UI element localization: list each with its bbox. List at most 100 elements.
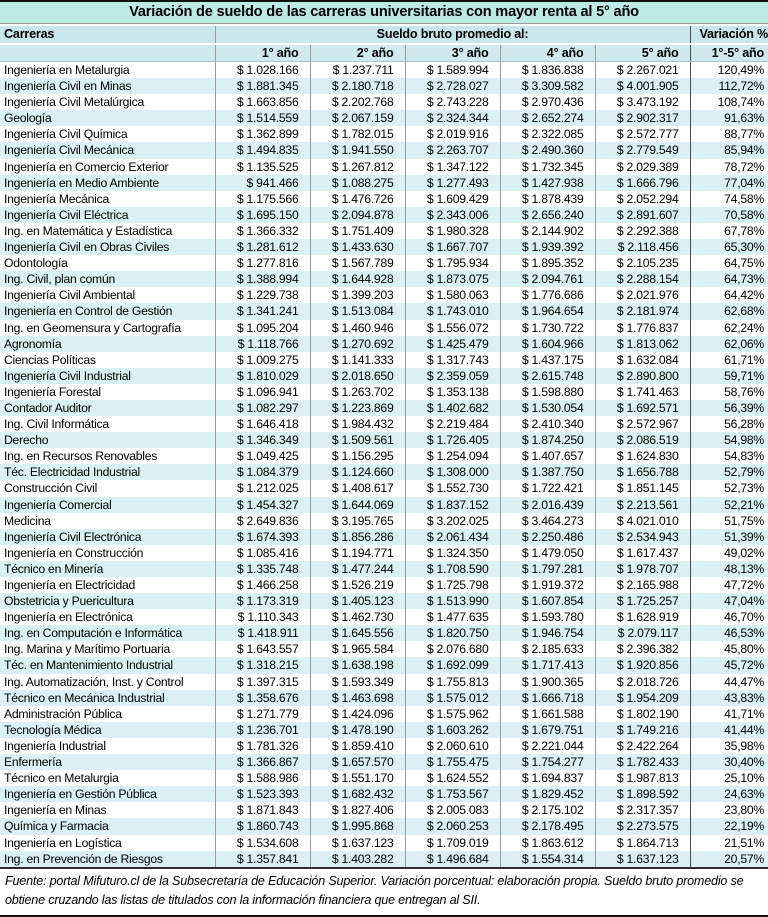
table-header: Carreras Sueldo bruto promedio al: Varia… xyxy=(0,26,768,62)
salary-cell: $ 1.657.570 xyxy=(309,754,405,771)
salary-cell: $ 2.292.388 xyxy=(594,222,690,240)
salary-cell: $ 1.397.315 xyxy=(214,673,310,690)
salary-cell: $ 1.751.409 xyxy=(309,222,405,240)
variation-cell: 65,30% xyxy=(689,239,768,256)
variation-sub-header: 1°-5° año xyxy=(689,43,768,62)
salary-cell: $ 1.223.869 xyxy=(309,399,405,417)
salary-cell: $ 1.263.702 xyxy=(309,383,405,400)
salary-cell: $ 2.273.575 xyxy=(594,818,690,835)
variation-cell: 108,74% xyxy=(689,94,768,111)
salary-cell: $ 1.403.282 xyxy=(309,850,405,867)
salary-cell: $ 2.410.340 xyxy=(499,416,595,433)
table-row: Téc. en Mantenimiento Industrial $ 1.318.… xyxy=(0,657,768,674)
salary-cell: $ 1.941.550 xyxy=(309,142,405,159)
source-note: Fuente: portal Mifuturo.cl de la Subsecr… xyxy=(0,866,768,917)
salary-cell: $ 1.810.029 xyxy=(214,367,310,384)
salary-cell: $ 1.567.789 xyxy=(309,255,405,272)
career-cell: Tecnología Médica xyxy=(0,721,215,738)
career-cell: Ing. en Prevención de Riesgos xyxy=(0,850,215,867)
table-row: Enfermería $ 1.366.867 $ 1.657.570 $ 1.755.… xyxy=(0,754,768,771)
salary-cell: $ 1.347.122 xyxy=(404,158,500,175)
salary-cell: $ 1.656.788 xyxy=(594,464,690,481)
salary-cell: $ 1.725.798 xyxy=(404,577,500,594)
career-cell: Téc. Electricidad Industrial xyxy=(0,464,215,481)
salary-cell: $ 1.477.244 xyxy=(309,560,405,577)
salary-cell: $ 1.646.418 xyxy=(214,416,310,433)
variation-cell: 64,75% xyxy=(689,255,768,272)
career-cell: Construcción Civil xyxy=(4,481,98,496)
salary-cell: $ 1.873.075 xyxy=(404,271,500,288)
variation-cell: 35,98% xyxy=(689,737,768,755)
salary-cell: $ 1.346.349 xyxy=(214,432,310,449)
salary-cell: $ 1.694.837 xyxy=(499,770,595,787)
table-row: Ingeniería en Minas $ 1.871.843 $ 1.827.40… xyxy=(0,802,768,819)
salary-cell: $ 1.661.588 xyxy=(499,705,595,722)
salary-cell: $ 1.679.751 xyxy=(499,721,595,738)
salary-cell: $ 1.725.257 xyxy=(594,593,690,610)
year3-header: 3° año xyxy=(404,43,500,62)
salary-cell: $ 2.060.253 xyxy=(404,818,500,835)
table-row: Ingeniería en Construcción $ 1.085.416 $ 1… xyxy=(0,544,768,561)
salary-cell: $ 2.067.159 xyxy=(309,110,405,127)
salary-cell: $ 2.728.027 xyxy=(404,78,500,95)
salary-cell: $ 1.836.838 xyxy=(499,61,595,79)
variation-cell: 30,40% xyxy=(689,754,768,771)
career-cell: Ing. Marina y Marítimo Portuaria xyxy=(4,642,171,657)
salary-cell: $ 1.254.094 xyxy=(404,448,500,465)
career-cell: Ingeniería Industrial xyxy=(4,738,106,753)
salary-cell: $ 1.424.096 xyxy=(309,705,405,722)
salary-cell: $ 1.317.743 xyxy=(404,351,500,368)
salary-cell: $ 1.753.567 xyxy=(404,786,500,803)
variation-cell: 91,63% xyxy=(689,110,768,127)
salary-cell: $ 1.692.099 xyxy=(404,657,500,674)
salary-cell: $ 1.593.780 xyxy=(499,609,595,626)
salary-cell: $ 1.156.295 xyxy=(309,448,405,465)
salary-cell: $ 1.863.612 xyxy=(499,834,595,851)
salary-cell: $ 1.643.557 xyxy=(214,641,310,658)
career-cell: Odontología xyxy=(4,256,68,271)
salary-cell: $ 1.995.868 xyxy=(309,818,405,835)
salary-cell: $ 1.692.571 xyxy=(594,399,690,417)
salary-cell: $ 2.185.633 xyxy=(499,641,595,658)
variation-cell: 47,72% xyxy=(689,577,768,594)
variation-cell: 78,72% xyxy=(689,158,768,175)
year2-header: 2° año xyxy=(309,43,405,62)
career-cell: Ingeniería Civil en Minas xyxy=(0,78,215,95)
salary-cell: $ 1.236.701 xyxy=(214,721,310,738)
salary-cell: $ 2.902.317 xyxy=(594,110,690,127)
salary-cell: $ 1.462.730 xyxy=(309,609,405,626)
salary-cell: $ 1.387.750 xyxy=(499,464,595,481)
table-row: Téc. Electricidad Industrial $ 1.084.379 $… xyxy=(0,464,768,481)
salary-cell: $ 1.366.332 xyxy=(214,222,310,240)
salary-cell: $ 1.776.837 xyxy=(594,319,690,336)
salary-cell: $ 1.509.561 xyxy=(309,432,405,449)
career-cell: Ingeniería Civil Eléctrica xyxy=(0,206,215,223)
salary-cell: $ 1.859.410 xyxy=(309,737,405,755)
salary-cell: $ 1.124.660 xyxy=(309,464,405,481)
career-cell: Téc. en Mantenimiento Industrial xyxy=(0,657,215,674)
salary-cell: $ 4.021.010 xyxy=(594,512,690,529)
salary-cell: $ 1.082.297 xyxy=(214,399,310,417)
salary-cell: $ 1.478.190 xyxy=(309,721,405,738)
table-row: Medicina $ 2.649.836 $ 3.195.765 $ 3.202.02… xyxy=(0,512,768,529)
salary-cell: $ 3.473.192 xyxy=(594,94,690,111)
career-cell: Enfermería xyxy=(0,754,215,771)
variation-cell: 46,70% xyxy=(689,609,768,626)
variation-cell: 45,80% xyxy=(689,641,768,658)
career-cell: Ingeniería Civil Ambiental xyxy=(4,288,136,303)
career-cell: Ingeniería en Minas xyxy=(4,803,107,818)
table-row: Agronomía $ 1.118.766 $ 1.270.692 $ 1.425.4… xyxy=(0,335,768,352)
variation-cell: 21,51% xyxy=(689,834,768,851)
salary-cell: $ 2.181.974 xyxy=(594,303,690,320)
salary-cell: $ 1.900.365 xyxy=(499,673,595,690)
salary-cell: $ 1.399.203 xyxy=(309,287,405,304)
salary-cell: $ 1.009.275 xyxy=(214,351,310,368)
salary-cell: $ 1.049.425 xyxy=(214,448,310,465)
salary-cell: $ 2.322.085 xyxy=(499,126,595,143)
salary-cell: $ 2.422.264 xyxy=(594,737,690,755)
variation-cell: 112,72% xyxy=(689,78,768,95)
salary-cell: $ 2.221.044 xyxy=(499,737,595,755)
career-cell: Derecho xyxy=(0,432,215,449)
salary-cell: $ 1.666.796 xyxy=(594,174,690,191)
salary-cell: $ 1.479.050 xyxy=(499,544,595,561)
